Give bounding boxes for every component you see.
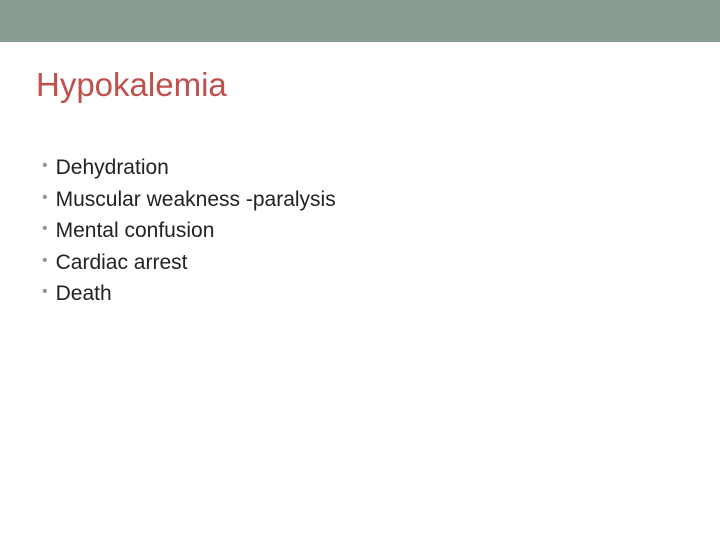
bullet-text: Mental confusion (56, 215, 215, 247)
bullet-icon: • (42, 152, 48, 180)
slide-content: Hypokalemia • Dehydration • Muscular wea… (0, 42, 720, 334)
slide-title: Hypokalemia (36, 66, 684, 104)
bullet-icon: • (42, 278, 48, 306)
bullet-text: Muscular weakness -paralysis (56, 184, 336, 216)
list-item: • Mental confusion (42, 215, 684, 247)
list-item: • Death (42, 278, 684, 310)
bullet-text: Death (56, 278, 112, 310)
bullet-icon: • (42, 215, 48, 243)
list-item: • Cardiac arrest (42, 247, 684, 279)
bullet-text: Cardiac arrest (56, 247, 188, 279)
bullet-text: Dehydration (56, 152, 169, 184)
bullet-icon: • (42, 184, 48, 212)
bullet-list: • Dehydration • Muscular weakness -paral… (36, 152, 684, 310)
list-item: • Muscular weakness -paralysis (42, 184, 684, 216)
list-item: • Dehydration (42, 152, 684, 184)
slide-top-bar (0, 0, 720, 42)
bullet-icon: • (42, 247, 48, 275)
